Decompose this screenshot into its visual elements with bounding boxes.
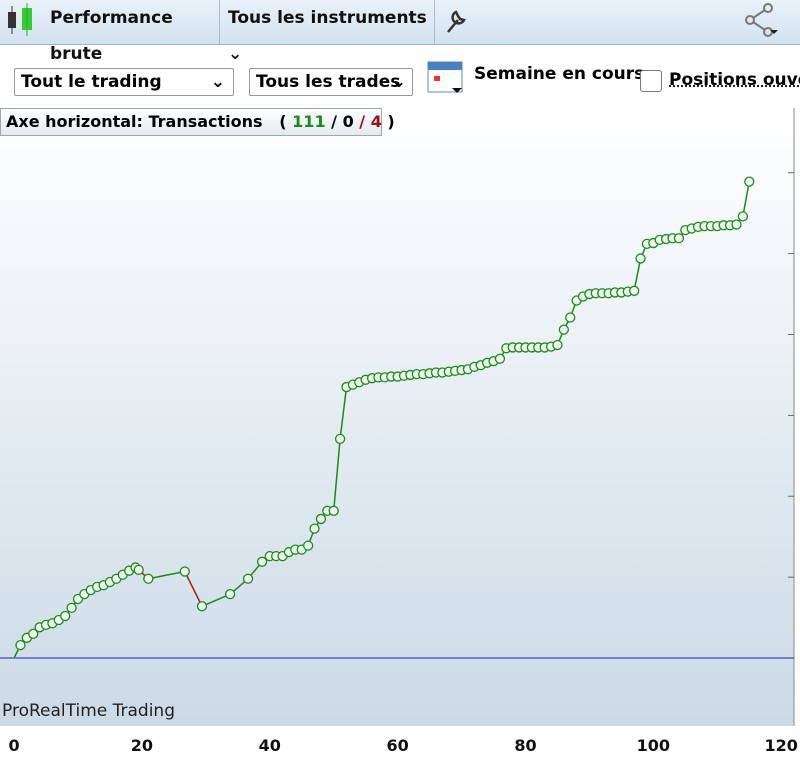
- watermark: ProRealTime Trading: [2, 701, 175, 721]
- share-icon[interactable]: [740, 0, 790, 44]
- plot-area: [0, 108, 794, 726]
- x-tick-label: 40: [259, 736, 281, 755]
- trade-marker: [60, 610, 71, 622]
- trade-marker: [179, 566, 190, 577]
- positions-checkbox[interactable]: [640, 70, 662, 92]
- settings-icon[interactable]: [440, 0, 470, 44]
- toolbar: Performance brute Tous les instruments ⌄: [0, 0, 800, 64]
- trade-marker: [256, 556, 268, 567]
- period-label: Semaine en cours: [474, 64, 645, 84]
- trade-marker: [334, 433, 346, 444]
- trade-marker: [315, 513, 327, 525]
- scope-label: Tout le trading: [21, 72, 162, 92]
- trade-marker: [309, 523, 320, 534]
- calendar-icon[interactable]: [426, 58, 466, 98]
- trades-select[interactable]: Tous les trades ⌄: [249, 68, 413, 96]
- trade-marker: [673, 233, 685, 244]
- trade-marker: [196, 601, 208, 612]
- x-tick-label: 0: [8, 736, 19, 755]
- info-label: Axe horizontal: Transactions: [6, 112, 263, 131]
- line-segment: [339, 386, 348, 439]
- scope-select[interactable]: Tout le trading ⌄: [14, 68, 234, 96]
- trade-marker: [629, 285, 640, 296]
- trade-marker: [494, 353, 506, 364]
- trade-marker: [242, 573, 254, 584]
- neutral: 0: [326, 112, 354, 131]
- trade-marker: [143, 573, 154, 584]
- losses: 4: [354, 112, 382, 131]
- toolbar-title[interactable]: Performance brute: [40, 0, 220, 64]
- instruments-menu[interactable]: Tous les instruments ⌄: [221, 0, 435, 64]
- trade-marker: [15, 639, 26, 651]
- trade-marker: [737, 211, 749, 222]
- line-segment: [633, 258, 642, 291]
- line-segment: [332, 438, 341, 511]
- x-tick-label: 100: [637, 736, 670, 755]
- trade-marker: [133, 564, 144, 576]
- trade-marker: [302, 540, 314, 551]
- x-tick-label: 120: [765, 736, 798, 755]
- x-tick-label: 80: [514, 736, 536, 755]
- trade-marker: [635, 253, 646, 264]
- trades-label: Tous les trades: [256, 72, 401, 92]
- line-segment: [148, 570, 185, 580]
- trade-marker: [731, 219, 742, 230]
- trade-marker: [565, 312, 576, 323]
- trade-marker: [328, 505, 339, 516]
- trade-marker: [558, 324, 570, 335]
- line-segment: [742, 181, 750, 217]
- trade-marker: [224, 588, 236, 600]
- positions-label[interactable]: Positions ouvertes: [669, 70, 800, 90]
- trade-marker: [552, 339, 563, 351]
- info-box: Axe horizontal: Transactions 11104: [0, 108, 395, 136]
- instruments-label: Tous les instruments: [228, 8, 427, 28]
- trade-marker: [744, 176, 755, 187]
- trade-marker: [66, 602, 77, 614]
- chart-icon: [8, 3, 32, 36]
- line-segment: [184, 571, 203, 607]
- wins: 111: [292, 112, 326, 131]
- x-tick-label: 60: [387, 736, 409, 755]
- x-tick-label: 20: [131, 736, 153, 755]
- trade-marker: [28, 628, 39, 639]
- info-counts: 11104: [279, 112, 394, 131]
